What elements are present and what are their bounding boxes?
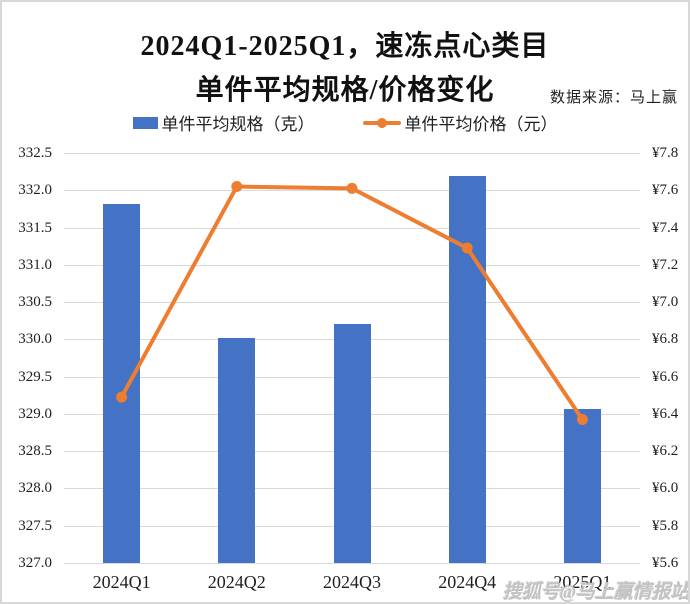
line-marker-icon [376, 117, 387, 128]
x-axis-label: 2024Q2 [207, 572, 266, 592]
data-source-note: 数据来源：马上赢 [549, 90, 678, 106]
y-axis-label-right: ¥6.8 [652, 331, 679, 348]
y-axis-label-left: 332.5 [18, 145, 52, 161]
price-point [461, 242, 473, 254]
bar [103, 203, 141, 563]
chart-title-line1: 2024Q1-2025Q1，速冻点心类目 [140, 31, 550, 62]
y-axis-label-left: 327.5 [18, 517, 52, 534]
y-axis-label-left: 330.0 [18, 331, 52, 348]
y-axis-label-right: ¥6.4 [652, 405, 679, 422]
y-axis-label-left: 331.5 [18, 219, 52, 236]
y-axis-label-right: ¥6.6 [652, 368, 679, 385]
legend-item-price: 单件平均价格（元） [362, 110, 558, 135]
y-axis-label-right: ¥7.0 [652, 294, 679, 311]
bar [218, 337, 256, 563]
x-axis-label: 2024Q3 [322, 572, 381, 592]
x-axis-label: 2024Q1 [92, 572, 151, 592]
legend-label-price: 单件平均价格（元） [404, 115, 558, 134]
y-axis-label-right: ¥5.8 [652, 517, 679, 534]
gridline [64, 264, 640, 266]
y-axis-label-right: ¥7.2 [652, 256, 679, 273]
y-axis-label-left: 329.5 [18, 368, 52, 385]
y-axis-label-left: 329.0 [18, 405, 52, 422]
price-point [346, 182, 358, 194]
chart-title-line2: 单件平均规格/价格变化 [195, 75, 495, 106]
chart-legend: 单件平均规格（克） 单件平均价格（元） [2, 110, 688, 135]
price-line [119, 184, 585, 422]
y-axis-label-left: 327.0 [18, 555, 52, 571]
y-axis-label-left: 330.5 [18, 294, 52, 311]
gridline [64, 563, 640, 564]
price-point [576, 414, 588, 425]
y-axis-label-right: ¥7.6 [652, 182, 679, 199]
y-axis-label-left: 332.0 [18, 182, 52, 199]
watermark: 搜狐号@马上赢情报站 [503, 582, 690, 603]
gridline [64, 227, 640, 229]
y-axis-label-left: 331.0 [18, 256, 52, 273]
y-axis-label-left: 328.0 [18, 480, 52, 497]
bar [333, 323, 371, 563]
y-axis-label-right: ¥5.6 [652, 555, 679, 571]
line-series-swatch-icon [362, 117, 401, 128]
y-axis-label-right: ¥7.4 [652, 219, 679, 236]
y-axis-label-left: 328.5 [18, 443, 52, 460]
price-point [231, 181, 243, 193]
gridline [64, 153, 640, 154]
x-axis-label: 2024Q4 [438, 572, 497, 592]
legend-item-spec: 单件平均规格（克） [132, 110, 315, 135]
legend-label-spec: 单件平均规格（克） [161, 115, 315, 134]
bar [563, 409, 601, 563]
price-point [116, 391, 128, 403]
price-line-layer [116, 181, 588, 425]
plot-area [64, 153, 640, 564]
bar-series-swatch-icon [132, 116, 158, 129]
x-axis-label: 2025Q1 [553, 572, 612, 592]
y-axis-label-right: ¥6.0 [652, 480, 679, 497]
y-axis-label-right: ¥7.8 [652, 145, 679, 161]
y-axis-label-right: ¥6.2 [652, 443, 679, 460]
gridline [64, 302, 640, 304]
